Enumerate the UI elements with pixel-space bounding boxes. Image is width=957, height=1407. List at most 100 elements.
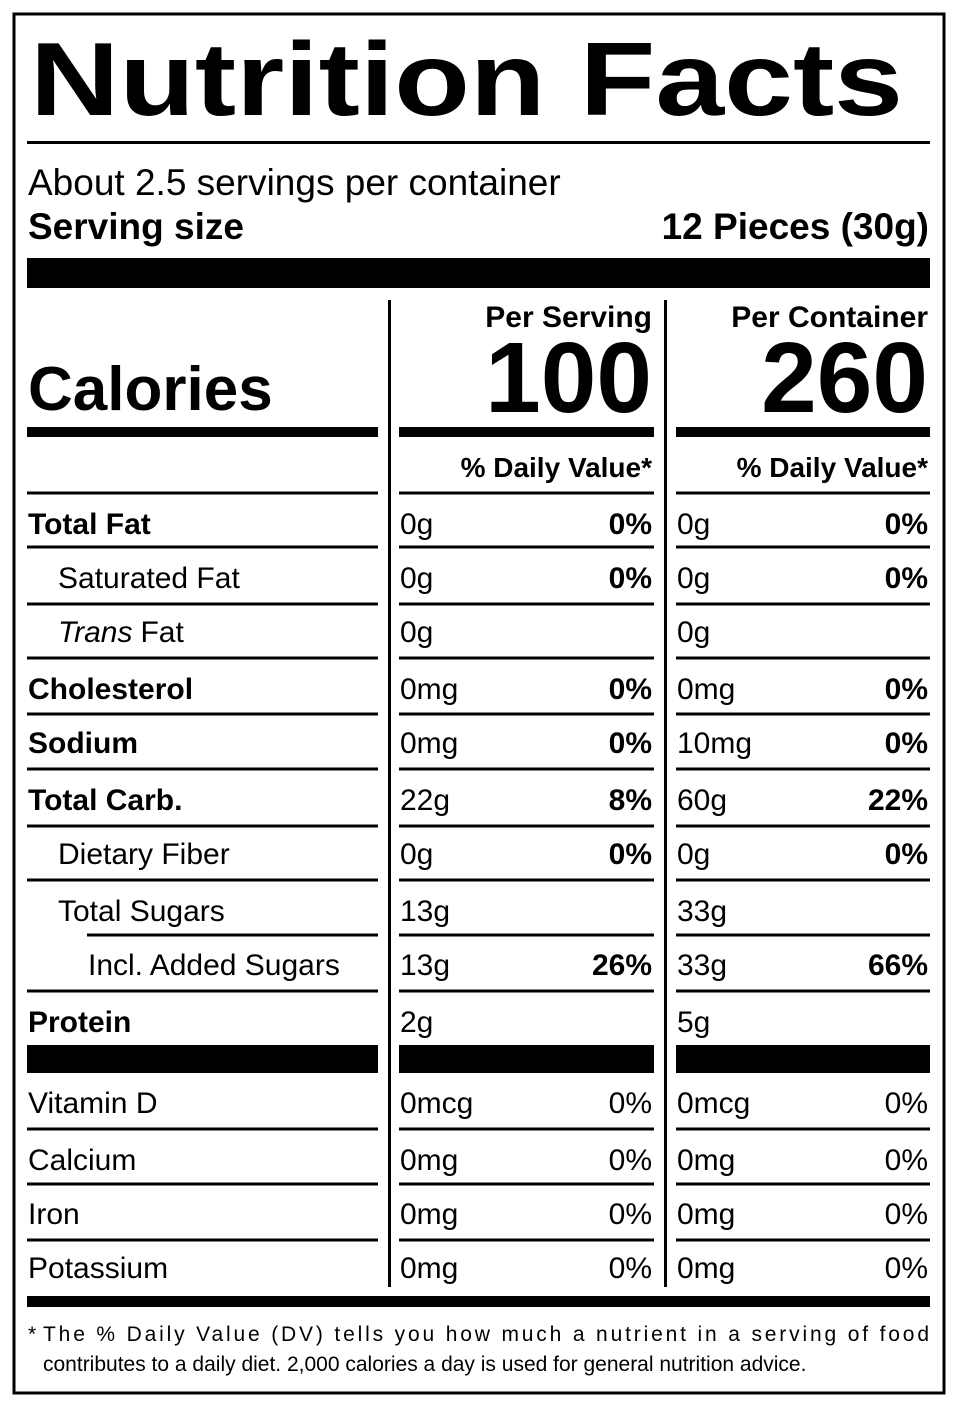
daily-value: 0% — [885, 1252, 928, 1285]
serving-size: 12 Pieces (30g) — [662, 206, 929, 247]
amount: 0mg — [400, 673, 458, 706]
footnote-line: The % Daily Value (DV) tells you how muc… — [43, 1323, 929, 1346]
rule — [27, 989, 378, 993]
column-divider — [388, 300, 391, 1287]
amount: 60g — [677, 784, 727, 817]
thick-bar — [676, 1045, 930, 1073]
thick-rule — [27, 1296, 930, 1307]
daily-value: 0% — [609, 508, 652, 541]
daily-value: 0% — [885, 508, 928, 541]
thick-rule — [676, 427, 930, 437]
serving-size-label: Serving size — [28, 206, 244, 247]
nutrient-name-italic: Trans — [58, 616, 132, 649]
daily-value: 66% — [868, 949, 928, 982]
nutrient-name: Calcium — [28, 1144, 136, 1177]
rule — [27, 1238, 378, 1242]
rule — [676, 656, 930, 660]
daily-value: 0% — [885, 727, 928, 760]
daily-value: 0% — [609, 1198, 652, 1231]
rule — [399, 491, 654, 495]
rule — [27, 602, 378, 606]
daily-value: 0% — [885, 1198, 928, 1231]
column-divider — [664, 300, 667, 1287]
nutrient-name: Protein — [28, 1006, 131, 1039]
rule — [676, 878, 930, 882]
nutrient-name: Total Carb. — [28, 784, 182, 817]
nutrient-name: Total Sugars — [58, 895, 225, 928]
rule — [676, 1182, 930, 1186]
dv-heading: % Daily Value* — [461, 452, 653, 483]
column-heading: Per Container — [731, 301, 928, 334]
rule — [399, 545, 654, 549]
amount: 0mg — [400, 1198, 458, 1231]
rule — [27, 1182, 378, 1186]
thick-rule — [399, 427, 654, 437]
amount: 13g — [400, 895, 450, 928]
amount: 0mcg — [677, 1087, 750, 1120]
daily-value: 0% — [609, 727, 652, 760]
rule — [27, 767, 378, 771]
rule — [676, 712, 930, 716]
thick-bar — [399, 1045, 654, 1073]
rule — [399, 767, 654, 771]
rule — [27, 491, 378, 495]
rule — [676, 602, 930, 606]
rule — [399, 1238, 654, 1242]
rule — [399, 824, 654, 828]
nutrient-name: Dietary Fiber — [58, 838, 230, 871]
amount: 0mg — [400, 727, 458, 760]
daily-value: 0% — [609, 1087, 652, 1120]
amount: 0g — [677, 616, 710, 649]
amount: 0mg — [677, 673, 735, 706]
rule — [399, 1127, 654, 1131]
footnote-line: contributes to a daily diet. 2,000 calor… — [43, 1353, 806, 1376]
nutrient-name-rest: Fat — [140, 616, 184, 649]
column-heading: Per Serving — [485, 301, 652, 334]
rule — [676, 1127, 930, 1131]
amount: 0mcg — [400, 1087, 473, 1120]
amount: 0g — [677, 508, 710, 541]
rule — [676, 545, 930, 549]
amount: 33g — [677, 895, 727, 928]
rule — [676, 491, 930, 495]
daily-value: 0% — [885, 562, 928, 595]
calories-value: 100 — [485, 322, 652, 434]
nutrient-name: Total Fat — [28, 508, 151, 541]
daily-value: 0% — [609, 1144, 652, 1177]
rule — [399, 712, 654, 716]
title: Nutrition Facts — [30, 22, 903, 138]
rule — [27, 545, 378, 549]
daily-value: 0% — [885, 1087, 928, 1120]
nutrient-name: Incl. Added Sugars — [88, 949, 340, 982]
daily-value: 0% — [885, 1144, 928, 1177]
daily-value: 0% — [609, 1252, 652, 1285]
rule — [27, 141, 930, 144]
label-border — [12, 12, 946, 1395]
thick-bar — [27, 258, 930, 288]
amount: 0g — [400, 562, 433, 595]
thick-bar — [27, 1045, 378, 1073]
rule — [676, 767, 930, 771]
amount: 0mg — [400, 1144, 458, 1177]
rule — [676, 989, 930, 993]
rule — [27, 878, 378, 882]
nutrient-name: Vitamin D — [28, 1087, 158, 1120]
daily-value: 0% — [609, 673, 652, 706]
daily-value: 26% — [592, 949, 652, 982]
amount: 0mg — [677, 1198, 735, 1231]
calories-label: Calories — [28, 355, 273, 424]
amount: 2g — [400, 1006, 433, 1039]
nutrient-name: Potassium — [28, 1252, 168, 1285]
nutrient-name: Cholesterol — [28, 673, 193, 706]
rule — [399, 602, 654, 606]
nutrient-name: Trans Fat — [58, 616, 184, 649]
rule — [399, 1182, 654, 1186]
servings: About 2.5 servings per container — [28, 162, 561, 203]
rule — [399, 989, 654, 993]
rule — [27, 656, 378, 660]
daily-value: 8% — [609, 784, 652, 817]
amount: 0g — [677, 562, 710, 595]
nutrient-name: Sodium — [28, 727, 138, 760]
rule — [27, 712, 378, 716]
